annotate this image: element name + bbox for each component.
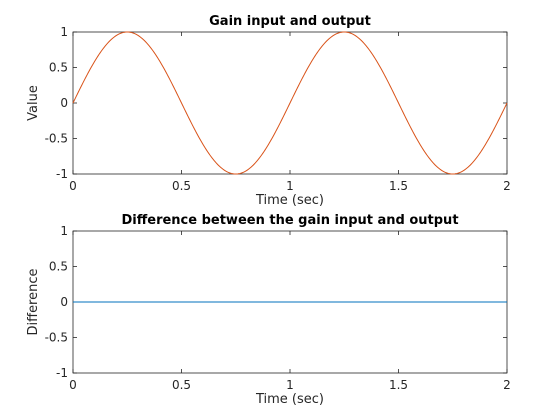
chart-title: Gain input and output xyxy=(209,14,371,29)
x-tick-label: 1.5 xyxy=(389,378,408,392)
y-tick-label: -0.5 xyxy=(45,331,68,345)
y-tick-label: 0 xyxy=(60,96,68,110)
x-tick-label: 0 xyxy=(69,378,77,392)
chart-panel-1: 0 0.5 1 1.5 2 1 0.5 0 -0.5 -1 Gain input and outpu… xyxy=(26,14,511,208)
y-tick-label: 0 xyxy=(60,295,68,309)
y-axis-label: Value xyxy=(26,85,41,121)
y-tick-label: 0.5 xyxy=(49,61,68,75)
x-tick-label: 0 xyxy=(69,179,77,193)
y-tick-label: 1 xyxy=(60,224,68,238)
y-tick-label: -0.5 xyxy=(45,132,68,146)
y-tick-label: 1 xyxy=(60,25,68,39)
x-tick-label: 1 xyxy=(286,179,294,193)
y-tick-label: 0.5 xyxy=(49,260,68,274)
x-tick-label: 2 xyxy=(503,179,511,193)
x-tick-label: 0.5 xyxy=(172,179,191,193)
x-axis-label: Time (sec) xyxy=(255,392,324,407)
x-tick-label: 1.5 xyxy=(389,179,408,193)
series-line-1 xyxy=(72,31,508,175)
chart-title: Difference between the gain input and ou… xyxy=(121,213,458,228)
y-tick-label: -1 xyxy=(56,366,68,380)
y-axis-label: Difference xyxy=(26,268,41,335)
x-axis-label: Time (sec) xyxy=(255,193,324,208)
x-tick-label: 0.5 xyxy=(172,378,191,392)
chart-panel-2: 0 0.5 1 1.5 2 1 0.5 0 -0.5 -1 Difference between t… xyxy=(26,213,511,407)
y-tick-label: -1 xyxy=(56,167,68,181)
x-tick-label: 2 xyxy=(503,378,511,392)
x-tick-label: 1 xyxy=(286,378,294,392)
